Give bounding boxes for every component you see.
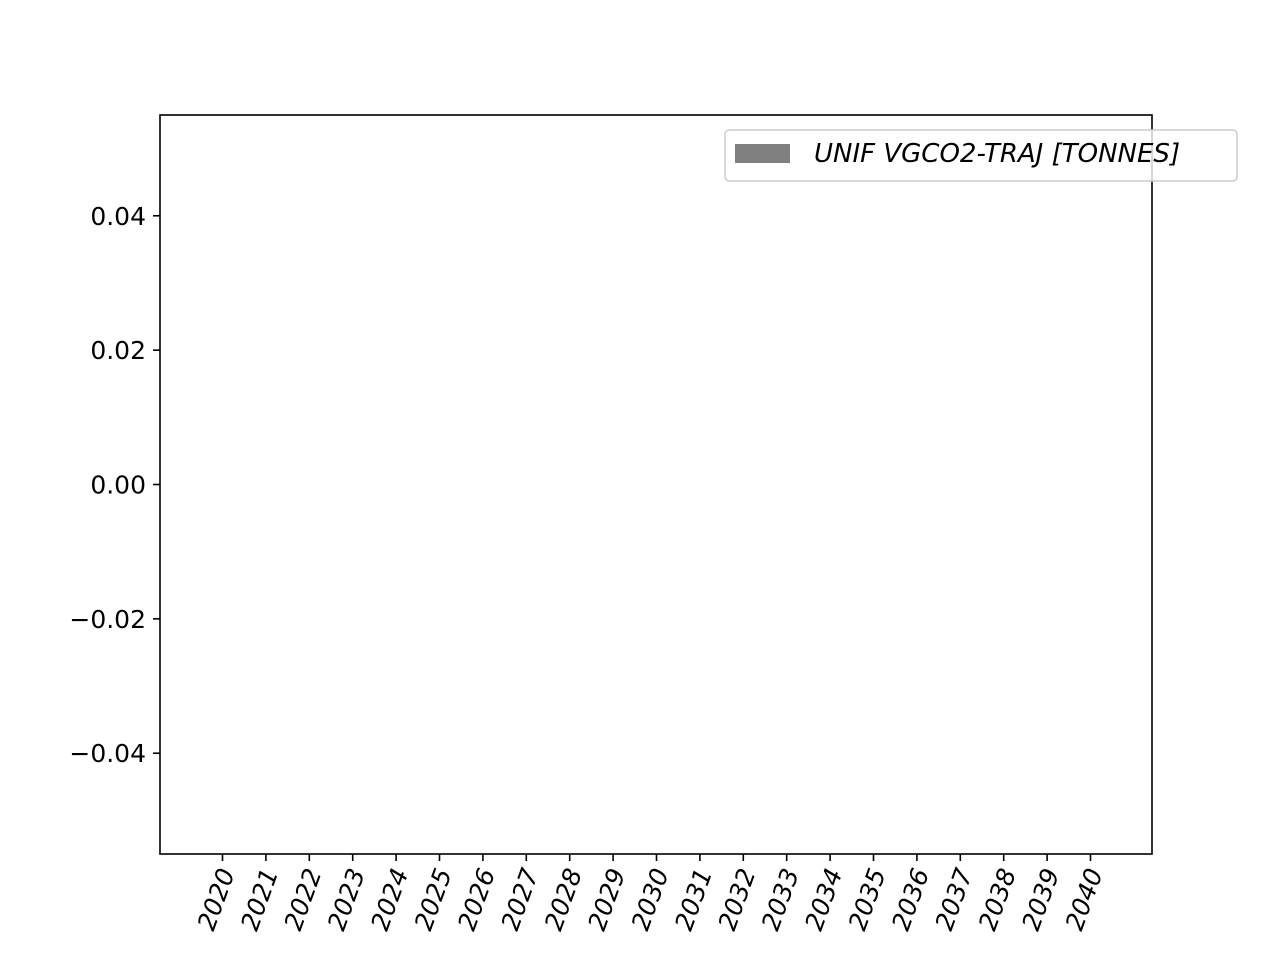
legend: UNIF VGCO2-TRAJ [TONNES] [724,129,1238,182]
y-axis: −0.04 −0.02 0.00 0.02 0.04 [69,202,160,768]
legend-label: UNIF VGCO2-TRAJ [TONNES] [814,139,1180,169]
y-tick-label: −0.02 [69,605,146,634]
legend-swatch [735,144,790,163]
y-tick-label: 0.02 [90,336,146,365]
legend-frame [724,129,1238,182]
y-tick-label: 0.04 [90,202,146,231]
y-tick-label: −0.04 [69,739,146,768]
y-tick-label: 0.00 [90,471,146,500]
